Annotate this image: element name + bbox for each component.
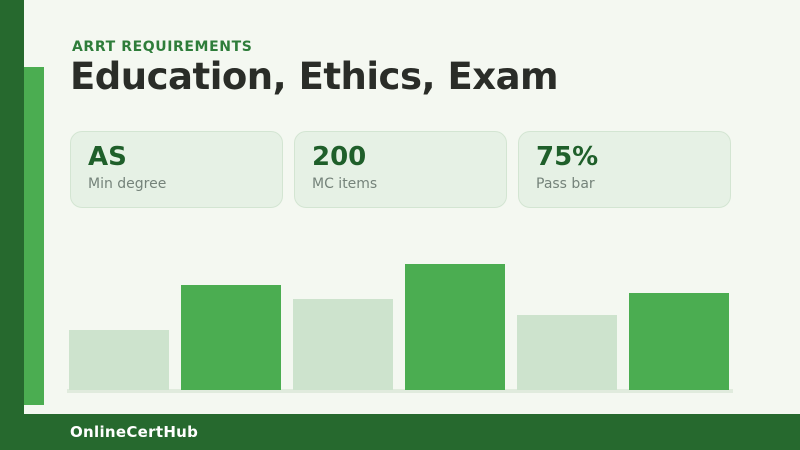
stat-card-min-degree: AS Min degree bbox=[70, 131, 283, 208]
left-accent-bar-green bbox=[24, 67, 44, 405]
stat-card-pass-bar: 75% Pass bar bbox=[518, 131, 731, 208]
stat-value: 200 bbox=[312, 142, 367, 172]
stat-label: Min degree bbox=[88, 175, 167, 192]
bar bbox=[181, 285, 281, 390]
bar bbox=[517, 315, 617, 390]
stats-row: AS Min degree 200 MC items 75% Pass bar bbox=[70, 131, 731, 208]
footer-bar: OnlineCertHub bbox=[0, 414, 800, 450]
stat-value: AS bbox=[88, 142, 127, 172]
bar bbox=[405, 264, 505, 390]
brand-label: OnlineCertHub bbox=[70, 423, 199, 441]
stat-value: 75% bbox=[536, 142, 599, 172]
stat-label: Pass bar bbox=[536, 175, 595, 192]
page-title: Education, Ethics, Exam bbox=[70, 55, 559, 98]
bar bbox=[629, 293, 729, 390]
bar bbox=[69, 330, 169, 390]
stat-label: MC items bbox=[312, 175, 378, 192]
stat-card-mc-items: 200 MC items bbox=[294, 131, 507, 208]
bar bbox=[293, 299, 393, 390]
bar-chart bbox=[69, 263, 729, 390]
left-accent-bar-dark bbox=[0, 0, 24, 450]
chart-baseline bbox=[67, 389, 733, 393]
eyebrow-label: ARRT REQUIREMENTS bbox=[72, 39, 253, 55]
